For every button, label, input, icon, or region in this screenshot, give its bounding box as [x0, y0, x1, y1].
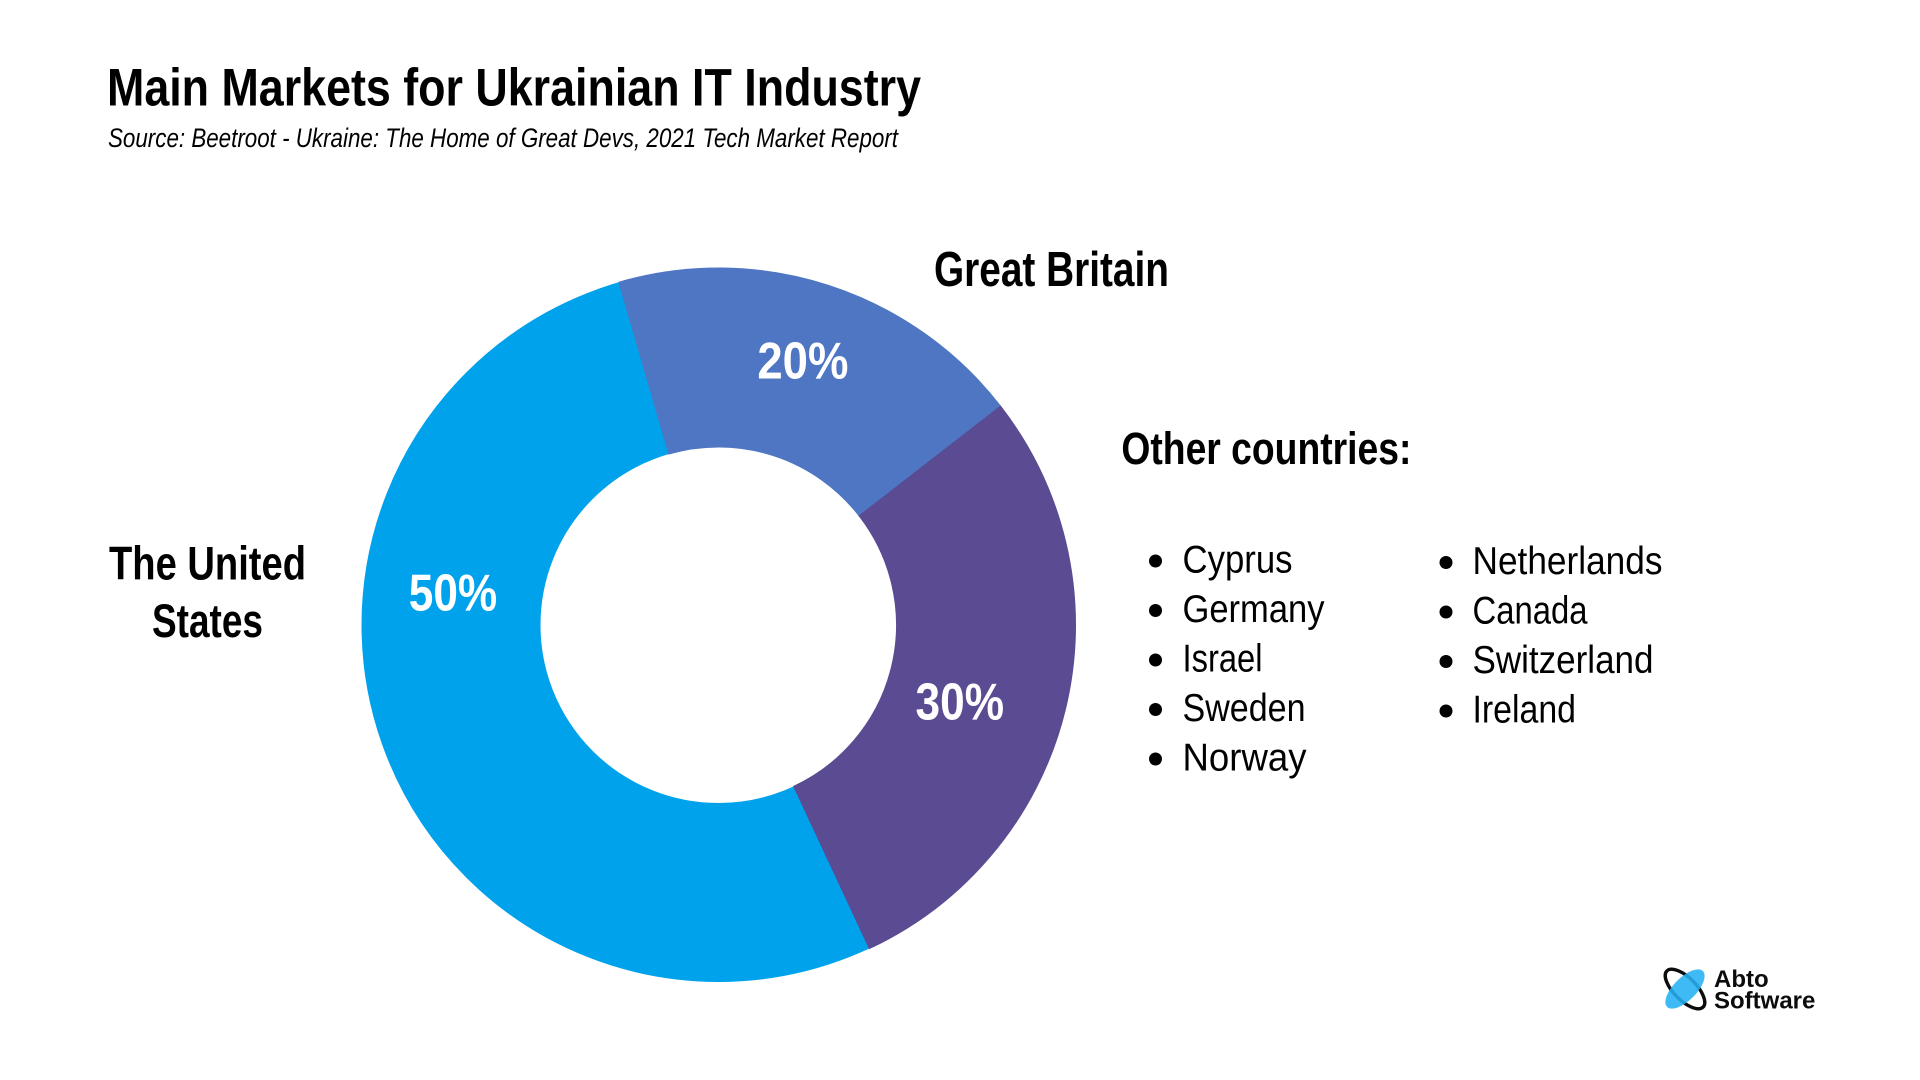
- svg-text:Germany: Germany: [1183, 588, 1326, 631]
- svg-text:Abto: Abto: [1714, 966, 1769, 993]
- svg-text:Switzerland: Switzerland: [1473, 639, 1654, 682]
- svg-text:Norway: Norway: [1183, 737, 1308, 780]
- svg-text:Netherlands: Netherlands: [1473, 540, 1663, 583]
- svg-text:20%: 20%: [757, 332, 848, 390]
- svg-text:Great Britain: Great Britain: [934, 243, 1169, 297]
- svg-text:Source: Beetroot - Ukraine: Th: Source: Beetroot - Ukraine: The Home of …: [108, 123, 899, 153]
- svg-text:Canada: Canada: [1473, 590, 1588, 633]
- svg-text:Ireland: Ireland: [1473, 689, 1577, 732]
- svg-text:30%: 30%: [916, 674, 1005, 732]
- svg-text:Cyprus: Cyprus: [1183, 539, 1293, 582]
- svg-text:Sweden: Sweden: [1183, 687, 1306, 730]
- svg-text:Other countries:: Other countries:: [1121, 423, 1411, 474]
- svg-text:The United: The United: [109, 537, 306, 590]
- svg-text:States: States: [152, 594, 263, 647]
- svg-text:Israel: Israel: [1183, 638, 1263, 681]
- svg-text:50%: 50%: [409, 564, 498, 622]
- svg-text:Software: Software: [1714, 988, 1815, 1015]
- svg-text:Main Markets for Ukrainian IT: Main Markets for Ukrainian IT Industry: [107, 59, 921, 118]
